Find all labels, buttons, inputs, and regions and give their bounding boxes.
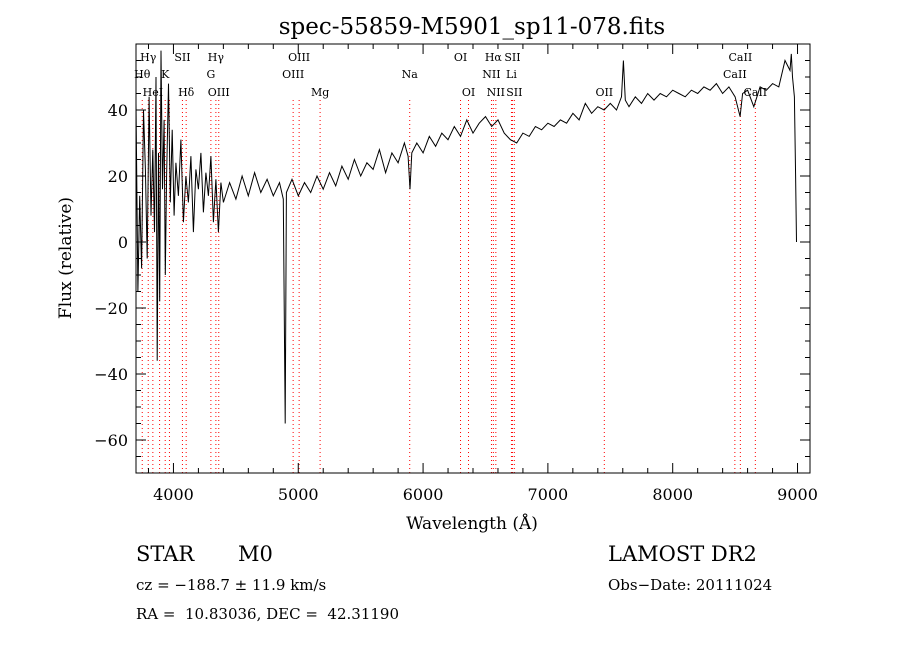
y-tick-label: 0: [118, 233, 128, 252]
x-tick-label: 8000: [652, 485, 693, 504]
line-marker-label: G: [206, 68, 215, 81]
line-marker-label: CaII: [743, 86, 767, 99]
line-marker-label: NII: [482, 68, 500, 81]
object-class: STAR: [136, 542, 195, 566]
line-marker-label: Hγ: [140, 51, 157, 64]
line-marker-label: Mg: [311, 86, 329, 99]
line-marker-label: K: [161, 68, 170, 81]
x-tick-label: 6000: [403, 485, 444, 504]
line-marker-label: OIII: [282, 68, 304, 81]
line-marker-label: Na: [402, 68, 419, 81]
redshift-value: cz = −188.7 ± 11.9 km/s: [136, 576, 327, 594]
line-marker-label: SII: [504, 51, 520, 64]
emission-line-markers: [141, 100, 756, 473]
line-marker-label: CaII: [729, 51, 753, 64]
plot-frame: [135, 43, 811, 474]
x-axis-label: Wavelength (Å): [406, 513, 538, 534]
y-tick-label: −20: [94, 299, 128, 318]
line-marker-label: OIII: [288, 51, 310, 64]
x-tick-label: 7000: [528, 485, 569, 504]
survey-name: LAMOST DR2: [608, 542, 757, 566]
line-marker-label: OII: [595, 86, 613, 99]
y-tick-label: 40: [108, 101, 128, 120]
x-tick-label: 9000: [777, 485, 818, 504]
y-axis: −60 −40 −20 0 20 40: [94, 60, 810, 474]
line-marker-label: OI: [462, 86, 475, 99]
y-tick-label: −60: [94, 431, 128, 450]
line-marker-label: Hδ: [178, 86, 195, 99]
spectrum-plot: spec-55859-M5901_sp11-078.fits HθHγHeIKS…: [56, 14, 818, 534]
x-tick-label: 4000: [153, 485, 194, 504]
chart-title: spec-55859-M5901_sp11-078.fits: [279, 14, 665, 40]
line-marker-label: NII: [487, 86, 505, 99]
line-marker-label: SII: [506, 86, 522, 99]
object-subclass: M0: [238, 542, 273, 566]
x-axis: 4000 5000 6000 7000 8000 9000: [147, 44, 818, 504]
line-marker-label: CaII: [723, 68, 747, 81]
line-marker-label: SII: [174, 51, 190, 64]
line-marker-label: Hγ: [208, 51, 225, 64]
observation-date: Obs−Date: 20111024: [608, 576, 773, 594]
line-marker-label: Li: [506, 68, 517, 81]
line-marker-label: Hθ: [134, 68, 151, 81]
y-tick-label: 20: [108, 167, 128, 186]
y-tick-label: −40: [94, 365, 128, 384]
line-marker-label: HeI: [143, 86, 163, 99]
emission-line-labels: Hθ Hγ HeI K SII Hδ G Hγ OIII OIII OIII Mg Na OI OI NII H…: [134, 51, 767, 99]
line-marker-label: Hα: [485, 51, 503, 64]
x-tick-label: 5000: [278, 485, 319, 504]
sky-coordinates: RA = 10.83036, DEC = 42.31190: [136, 605, 400, 623]
line-marker-label: OIII: [208, 86, 230, 99]
spectrum-line: [135, 50, 797, 424]
y-axis-label: Flux (relative): [56, 197, 76, 319]
line-marker-label: OI: [454, 51, 467, 64]
